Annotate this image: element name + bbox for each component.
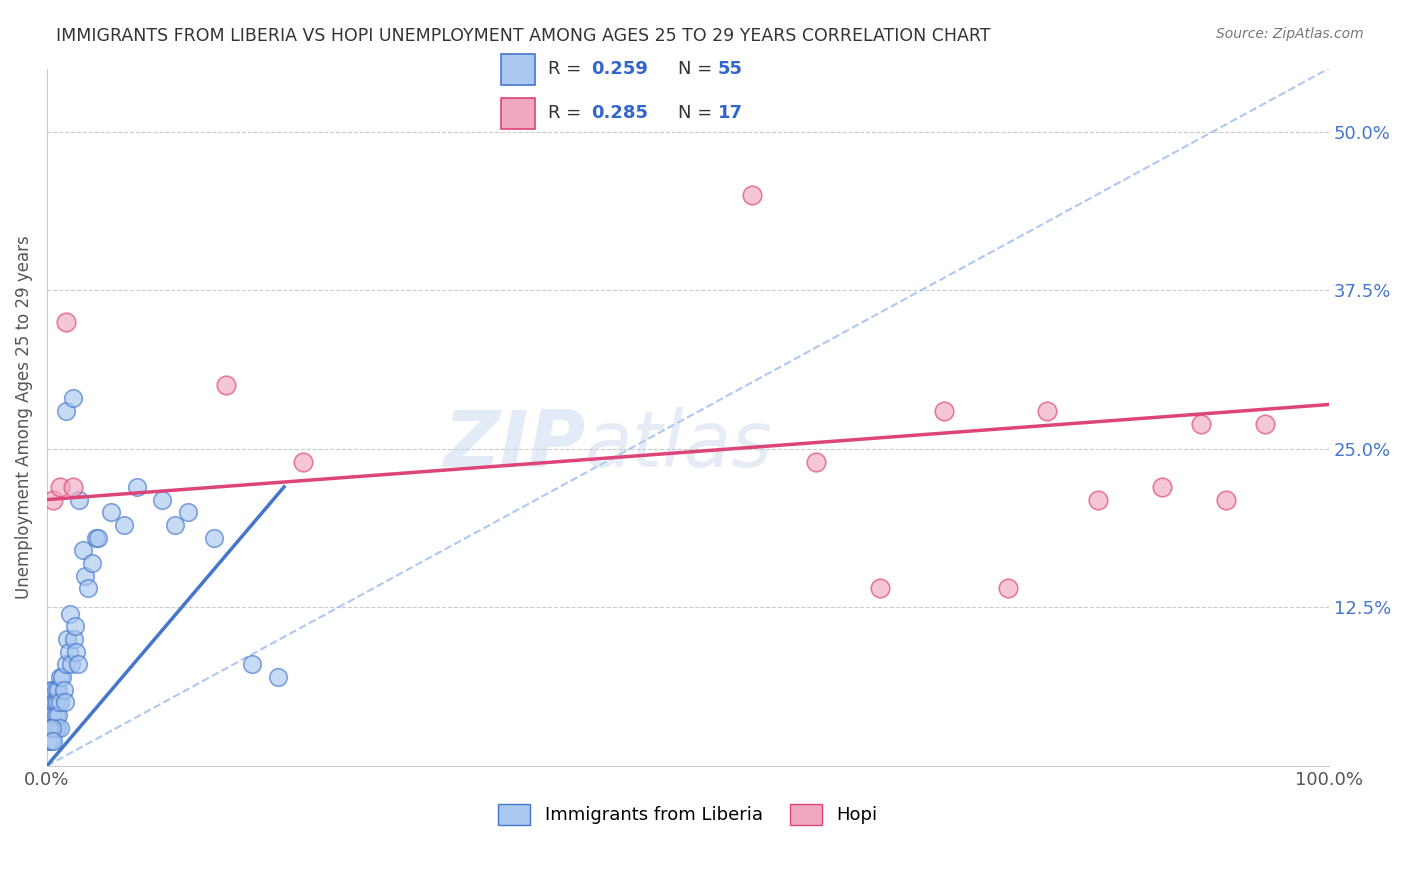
Point xyxy=(59,607,82,621)
Point xyxy=(44,696,66,710)
Point xyxy=(38,721,60,735)
Point xyxy=(741,188,763,202)
Point xyxy=(55,657,77,672)
Point xyxy=(63,619,86,633)
Point xyxy=(1035,404,1057,418)
Point xyxy=(112,518,135,533)
Text: N =: N = xyxy=(678,61,717,78)
Y-axis label: Unemployment Among Ages 25 to 29 years: Unemployment Among Ages 25 to 29 years xyxy=(15,235,32,599)
Point xyxy=(80,556,103,570)
Point xyxy=(52,682,75,697)
Point xyxy=(75,568,97,582)
Point xyxy=(39,733,62,747)
Point xyxy=(44,721,66,735)
Legend: Immigrants from Liberia, Hopi: Immigrants from Liberia, Hopi xyxy=(489,795,887,833)
Point xyxy=(67,492,90,507)
Text: 55: 55 xyxy=(718,61,742,78)
Point xyxy=(45,708,67,723)
Text: N =: N = xyxy=(678,104,717,122)
Point xyxy=(48,721,70,735)
Point xyxy=(37,733,59,747)
Point xyxy=(869,582,891,596)
Point xyxy=(62,480,84,494)
Text: R =: R = xyxy=(548,61,586,78)
Point xyxy=(39,682,62,697)
FancyBboxPatch shape xyxy=(502,54,536,85)
Point xyxy=(1215,492,1237,507)
Point xyxy=(100,505,122,519)
Point xyxy=(266,670,288,684)
Point xyxy=(1189,417,1212,431)
Point xyxy=(39,708,62,723)
Point xyxy=(41,696,63,710)
Point xyxy=(62,632,84,646)
Point xyxy=(177,505,200,519)
Point xyxy=(934,404,956,418)
Point xyxy=(48,682,70,697)
Point xyxy=(37,708,59,723)
Point xyxy=(48,708,70,723)
Point xyxy=(38,721,60,735)
Point xyxy=(42,708,65,723)
Point xyxy=(292,454,315,468)
Point xyxy=(60,657,83,672)
Point xyxy=(240,657,263,672)
Point xyxy=(55,404,77,418)
Point xyxy=(41,721,63,735)
Text: ZIP: ZIP xyxy=(443,407,585,483)
Point xyxy=(65,645,87,659)
Point xyxy=(62,391,84,405)
Text: Source: ZipAtlas.com: Source: ZipAtlas.com xyxy=(1216,27,1364,41)
Point xyxy=(84,531,107,545)
Point xyxy=(55,315,77,329)
Point xyxy=(87,531,110,545)
Point xyxy=(72,543,94,558)
Point xyxy=(38,696,60,710)
Point xyxy=(77,582,100,596)
Point xyxy=(202,531,225,545)
Point xyxy=(42,733,65,747)
Point xyxy=(46,721,69,735)
Text: 0.285: 0.285 xyxy=(591,104,648,122)
Point xyxy=(215,378,238,392)
Point xyxy=(66,657,89,672)
Point xyxy=(45,682,67,697)
Point xyxy=(1152,480,1174,494)
Point xyxy=(58,645,80,659)
Point xyxy=(48,696,70,710)
Point xyxy=(51,670,73,684)
Point xyxy=(165,518,187,533)
Point xyxy=(42,492,65,507)
Point xyxy=(804,454,827,468)
Text: R =: R = xyxy=(548,104,586,122)
Point xyxy=(125,480,148,494)
Point xyxy=(1087,492,1109,507)
Text: atlas: atlas xyxy=(585,407,773,483)
Point xyxy=(56,632,79,646)
Point xyxy=(48,670,70,684)
FancyBboxPatch shape xyxy=(502,98,536,129)
Point xyxy=(53,696,76,710)
Point xyxy=(997,582,1019,596)
Point xyxy=(41,721,63,735)
Point xyxy=(1253,417,1275,431)
Point xyxy=(42,682,65,697)
Point xyxy=(48,480,70,494)
Text: IMMIGRANTS FROM LIBERIA VS HOPI UNEMPLOYMENT AMONG AGES 25 TO 29 YEARS CORRELATI: IMMIGRANTS FROM LIBERIA VS HOPI UNEMPLOY… xyxy=(56,27,991,45)
Point xyxy=(150,492,173,507)
Text: 17: 17 xyxy=(718,104,742,122)
Text: 0.259: 0.259 xyxy=(591,61,648,78)
Point xyxy=(46,696,69,710)
